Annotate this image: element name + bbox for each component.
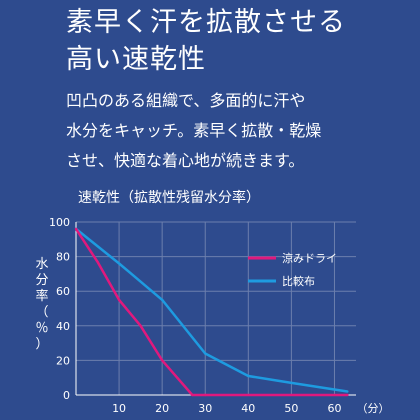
grid	[76, 221, 356, 395]
headline-line-2: 高い速乾性	[66, 44, 206, 75]
x-axis-label: （分）	[357, 402, 390, 415]
x-tick-label: 20	[155, 402, 169, 415]
data-point	[346, 390, 349, 393]
description-line-3: させ、快適な着心地が続きます。	[66, 151, 305, 170]
y-tick-label: 20	[56, 354, 70, 367]
x-tick-label: 60	[327, 402, 341, 415]
y-tick-label: 100	[49, 216, 70, 229]
data-point	[74, 227, 78, 231]
y-tick-label: 80	[56, 251, 70, 264]
series	[74, 227, 349, 397]
y-tick-label: 60	[56, 285, 70, 298]
headline: 素早く汗を拡散させる 高い速乾性	[66, 4, 346, 78]
headline-line-1: 素早く汗を拡散させる	[66, 7, 346, 38]
data-point	[139, 324, 142, 327]
x-tick-label: 50	[284, 402, 298, 415]
data-point	[160, 359, 164, 362]
x-tick-label: 40	[241, 402, 255, 415]
data-point	[160, 298, 164, 302]
chart-title: 速乾性（拡散性残留水分率）	[78, 190, 260, 206]
data-point	[346, 393, 349, 397]
description-line-1: 凹凸のある組織で、多面的に汗や	[66, 91, 306, 110]
x-tick-label: 30	[198, 402, 212, 415]
description: 凹凸のある組織で、多面的に汗や 水分をキャッチ。素早く拡散・乾燥 させ、快適な着…	[66, 86, 416, 176]
y-axis-label: 水分率（％）	[35, 257, 48, 352]
y-tick-label: 0	[63, 389, 70, 402]
data-point	[117, 262, 121, 265]
legend-label: 比較布	[282, 274, 315, 288]
data-point	[204, 393, 207, 397]
data-point	[290, 381, 293, 385]
axes: 0 20 40 60 80 100 10 20 30 40 50 60 （分） 水分率（％）	[35, 216, 389, 415]
data-point	[191, 393, 194, 397]
data-point	[247, 374, 250, 378]
description-line-2: 水分をキャッチ。素早く拡散・乾燥	[66, 121, 322, 140]
legend-label: 涼みドライ	[282, 251, 337, 265]
data-point	[96, 260, 99, 263]
series-line	[74, 228, 348, 397]
x-tick-label: 10	[112, 402, 126, 415]
data-point	[204, 352, 207, 355]
y-tick-label: 40	[56, 320, 70, 333]
data-point	[117, 298, 121, 302]
